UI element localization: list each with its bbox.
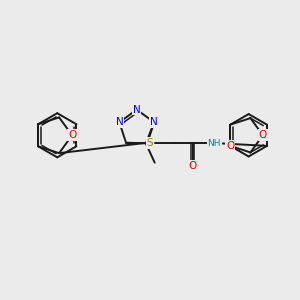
Text: N: N bbox=[150, 117, 158, 127]
Text: NH: NH bbox=[207, 139, 221, 148]
Text: N: N bbox=[133, 105, 141, 115]
Text: O: O bbox=[189, 161, 197, 171]
Text: O: O bbox=[68, 130, 76, 140]
Text: S: S bbox=[147, 138, 154, 148]
Text: N: N bbox=[116, 117, 123, 127]
Text: O: O bbox=[226, 141, 234, 151]
Text: O: O bbox=[259, 130, 267, 140]
